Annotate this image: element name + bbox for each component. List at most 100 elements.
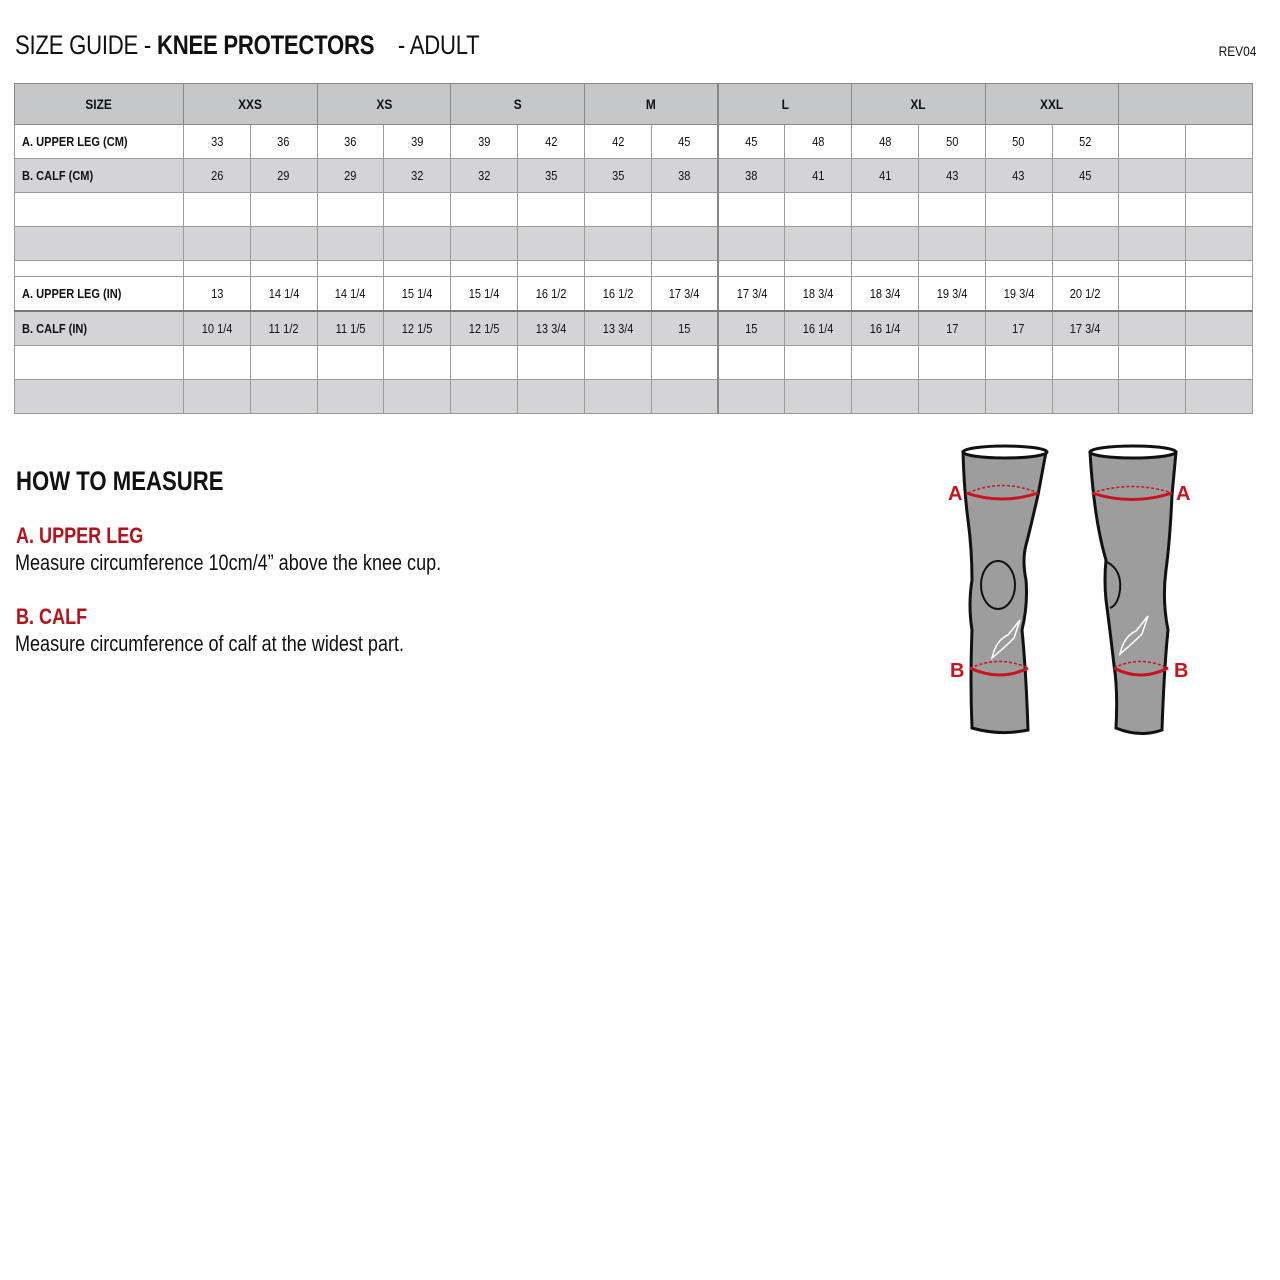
table-cell [383, 260, 452, 277]
size-name: XS [375, 96, 392, 112]
table-cell [1185, 158, 1253, 193]
size-header-cell: XXS [183, 83, 318, 125]
size-header-cell: XL [851, 83, 986, 125]
table-cell [984, 379, 1053, 414]
size-header-cell: XS [316, 83, 452, 125]
row-label-text: A. UPPER LEG (CM) [22, 134, 128, 149]
size-header-label: SIZE [14, 83, 184, 125]
table-cell: 15 1/4 [450, 276, 519, 312]
table-cell [650, 260, 719, 277]
cell-value: 16 1/2 [535, 286, 567, 301]
table-cell: 41 [851, 158, 919, 193]
table-cell: 15 [717, 310, 786, 346]
upper-leg-title: A. UPPER LEG [16, 523, 144, 548]
size-header-cell: M [583, 83, 719, 125]
table-cell: 13 3/4 [517, 310, 585, 346]
cell-value: 35 [544, 168, 558, 183]
cell-value: 41 [878, 168, 892, 183]
row-label: A. UPPER LEG (CM) [14, 124, 184, 159]
row-label: B. CALF (CM) [14, 158, 184, 193]
cell-value: 38 [678, 168, 691, 183]
row-label [14, 192, 184, 227]
table-cell: 16 1/2 [517, 276, 585, 312]
table-row: B. CALF (CM) 26 29 29 32 32 35 35 38 38 41 41 43 43 45 [14, 158, 1253, 193]
table-cell [450, 192, 519, 227]
table-cell: 39 [383, 124, 452, 159]
cell-value: 39 [411, 134, 424, 149]
table-cell [1185, 345, 1253, 380]
table-row [14, 226, 1253, 261]
table-cell [583, 192, 652, 227]
table-cell [183, 226, 251, 261]
cell-value: 35 [611, 168, 624, 183]
table-cell [784, 192, 853, 227]
table-cell [984, 260, 1053, 277]
size-name: XXS [238, 96, 263, 112]
table-cell [383, 226, 452, 261]
table-cell [583, 379, 652, 414]
cell-value: 12 1/5 [401, 321, 433, 336]
size-name: XL [910, 96, 927, 112]
cell-value: 13 3/4 [535, 321, 567, 336]
cell-value: 11 1/5 [335, 321, 366, 336]
cell-value: 16 1/4 [802, 321, 834, 336]
table-cell [517, 226, 585, 261]
knee-protector-diagram: A B A B [948, 444, 1190, 735]
table-cell [1118, 260, 1187, 277]
table-cell [784, 260, 853, 277]
table-cell: 12 1/5 [383, 310, 452, 346]
size-header-cell [1118, 83, 1253, 125]
table-cell [183, 345, 251, 380]
table-cell: 17 3/4 [717, 276, 786, 312]
cell-value: 12 1/5 [468, 321, 500, 336]
cell-value: 39 [478, 134, 491, 149]
table-row [14, 260, 1253, 277]
cell-value: 38 [745, 168, 758, 183]
table-cell: 29 [316, 158, 385, 193]
cell-value: 45 [1079, 168, 1092, 183]
front-leg-illustration: A B [948, 444, 1049, 735]
size-header-cell: S [450, 83, 585, 125]
cell-value: 42 [611, 134, 624, 149]
how-to-measure-title: HOW TO MEASURE [16, 466, 224, 496]
table-cell: 36 [249, 124, 318, 159]
table-cell [383, 345, 452, 380]
cell-value: 10 1/4 [201, 321, 233, 336]
cell-value: 17 3/4 [736, 286, 768, 301]
table-cell: 42 [583, 124, 652, 159]
table-cell [717, 260, 786, 277]
table-cell [517, 345, 585, 380]
table-cell [784, 379, 853, 414]
table-cell: 38 [650, 158, 719, 193]
table-cell [984, 226, 1053, 261]
cell-value: 15 [678, 321, 691, 336]
marker-b-front: B [950, 660, 964, 682]
row-label [14, 260, 184, 277]
table-cell [450, 226, 519, 261]
size-name: L [781, 96, 789, 112]
cell-value: 26 [210, 168, 224, 183]
row-label: A. UPPER LEG (IN) [14, 276, 184, 312]
cell-value: 45 [678, 134, 691, 149]
table-cell: 45 [1051, 158, 1120, 193]
cell-value: 15 [745, 321, 758, 336]
table-cell: 48 [784, 124, 853, 159]
row-label: B. CALF (IN) [14, 310, 184, 346]
table-cell: 19 3/4 [917, 276, 986, 312]
table-cell [1118, 158, 1187, 193]
table-cell [583, 260, 652, 277]
table-cell [784, 226, 853, 261]
table-cell [851, 260, 919, 277]
table-cell: 20 1/2 [1051, 276, 1120, 312]
table-cell [583, 226, 652, 261]
row-label [14, 379, 184, 414]
table-cell [1051, 379, 1120, 414]
table-cell: 35 [583, 158, 652, 193]
table-cell [1118, 345, 1187, 380]
table-row: B. CALF (IN) 10 1/4 11 1/2 11 1/5 12 1/5 12 1… [14, 310, 1253, 346]
table-cell [1185, 260, 1253, 277]
table-cell: 26 [183, 158, 251, 193]
size-name: S [513, 96, 522, 112]
row-label-text: B. CALF (IN) [22, 321, 88, 336]
table-cell: 35 [517, 158, 585, 193]
